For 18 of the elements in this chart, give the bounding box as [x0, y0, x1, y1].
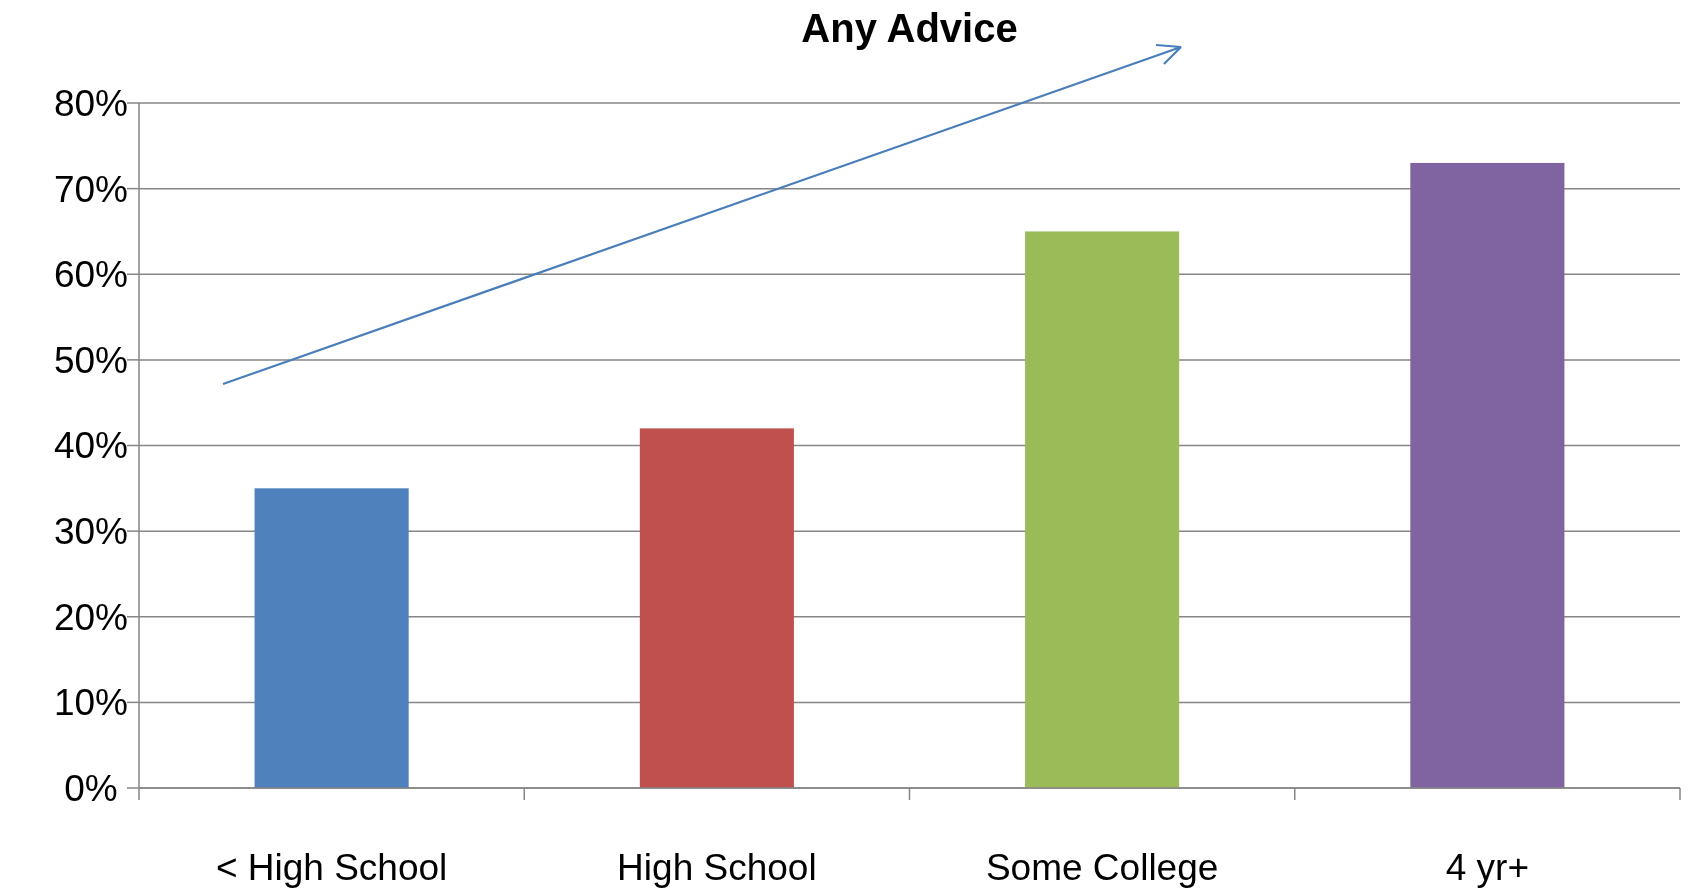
- y-tick-label: 80%: [53, 82, 129, 124]
- bar: [254, 488, 409, 788]
- y-tick-label: 30%: [53, 511, 129, 553]
- y-tick-label: 20%: [53, 596, 129, 638]
- y-tick-label: 40%: [53, 425, 129, 467]
- y-tick-label: 10%: [53, 682, 129, 724]
- y-tick-label: 0%: [64, 767, 118, 809]
- x-tick-label: 4 yr+: [1445, 846, 1530, 888]
- x-tick-label: Some College: [985, 846, 1219, 888]
- bar: [1025, 231, 1180, 788]
- bar: [1410, 162, 1565, 788]
- x-tick-label: < High School: [215, 846, 448, 888]
- chart-title: Any Advice: [801, 6, 1018, 50]
- y-tick-label: 60%: [53, 254, 129, 296]
- x-tick-label: High School: [617, 846, 817, 888]
- y-tick-label: 50%: [53, 339, 129, 381]
- bar: [639, 428, 794, 788]
- y-tick-label: 70%: [53, 168, 129, 210]
